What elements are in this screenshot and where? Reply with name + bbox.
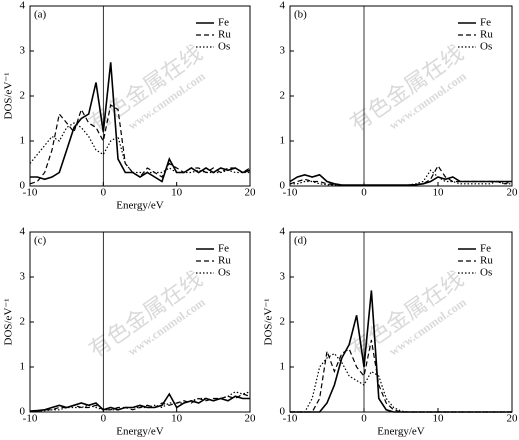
x-tick-label: -10	[23, 187, 38, 199]
panel-label: (a)	[34, 9, 47, 21]
dos-line	[290, 352, 512, 413]
y-tick-label: 3	[20, 45, 26, 57]
y-tick-label: 3	[280, 45, 286, 57]
y-tick-label: 2	[280, 90, 286, 102]
dos-line	[29, 392, 250, 412]
x-tick-label: 20	[245, 413, 257, 425]
y-tick-label: 4	[20, 226, 26, 238]
y-tick-label: 0	[20, 180, 26, 192]
x-tick-label: -10	[283, 187, 298, 199]
legend-label: Os	[480, 267, 492, 279]
y-tick-label: 1	[280, 135, 286, 147]
panel-label: (b)	[294, 9, 307, 21]
dos-line	[30, 62, 251, 183]
y-tick-label: 3	[280, 271, 286, 283]
dos-line	[29, 122, 250, 174]
legend-label: Ru	[218, 29, 231, 41]
y-tick-label: 2	[20, 316, 26, 328]
dos-line	[30, 393, 251, 412]
x-tick-label: 0	[361, 413, 367, 425]
dos-line	[29, 104, 251, 185]
x-tick-label: 10	[171, 187, 183, 199]
x-tick-label: 0	[101, 413, 107, 425]
legend-label: Os	[218, 41, 230, 53]
legend-label: Ru	[480, 255, 493, 267]
dos-line	[289, 164, 513, 186]
x-axis-label: Energy/eV	[377, 426, 425, 438]
y-tick-label: 1	[280, 361, 286, 373]
x-tick-label: 20	[507, 187, 519, 199]
legend-label: Fe	[218, 17, 229, 29]
x-tick-label: 10	[433, 187, 445, 199]
y-tick-label: 4	[280, 0, 286, 12]
x-tick-label: 20	[507, 413, 519, 425]
legend-label: Fe	[480, 243, 491, 255]
x-tick-label: 10	[171, 413, 183, 425]
y-tick-label: 2	[280, 316, 286, 328]
legend-label: Os	[480, 41, 492, 53]
y-tick-label: 0	[280, 180, 286, 192]
y-tick-label: 4	[280, 226, 286, 238]
legend-label: Ru	[480, 29, 493, 41]
x-axis-label: Energy/eV	[116, 426, 164, 438]
x-tick-label: 0	[101, 187, 107, 199]
x-axis-label: Energy/eV	[116, 200, 164, 212]
y-axis-label: DOS/eV⁻¹	[263, 299, 275, 346]
y-tick-label: 2	[20, 90, 26, 102]
panel-label: (c)	[34, 235, 47, 247]
dos-line	[30, 391, 251, 412]
y-axis-label: DOS/eV⁻¹	[3, 73, 15, 120]
legend-label: Fe	[218, 243, 229, 255]
x-tick-label: 0	[361, 187, 367, 199]
y-tick-label: 4	[20, 0, 26, 12]
x-tick-label: 20	[245, 187, 257, 199]
x-tick-label: 10	[433, 413, 445, 425]
y-tick-label: 0	[20, 406, 26, 418]
y-axis-label: DOS/eV⁻¹	[3, 299, 15, 346]
x-tick-label: -10	[23, 413, 38, 425]
legend-label: Fe	[480, 17, 491, 29]
y-tick-label: 1	[20, 361, 26, 373]
dos-line	[290, 169, 512, 186]
panel-label: (d)	[294, 235, 307, 247]
y-tick-label: 1	[20, 135, 26, 147]
legend-label: Ru	[218, 255, 231, 267]
y-tick-label: 3	[20, 271, 26, 283]
y-tick-label: 0	[280, 406, 286, 418]
legend-label: Os	[218, 267, 230, 279]
x-tick-label: -10	[283, 413, 298, 425]
